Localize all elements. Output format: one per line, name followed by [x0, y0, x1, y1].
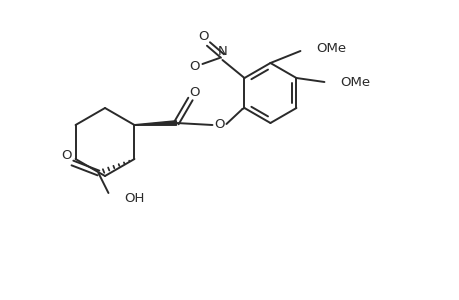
Text: O: O	[61, 148, 72, 161]
Text: O: O	[198, 29, 208, 43]
Text: OH: OH	[124, 191, 145, 205]
Text: OMe: OMe	[316, 41, 346, 55]
Text: O: O	[189, 59, 199, 73]
Text: OMe: OMe	[340, 76, 370, 88]
Text: O: O	[214, 118, 224, 130]
Text: N: N	[217, 44, 227, 58]
Polygon shape	[134, 121, 176, 125]
Text: O: O	[189, 85, 199, 98]
